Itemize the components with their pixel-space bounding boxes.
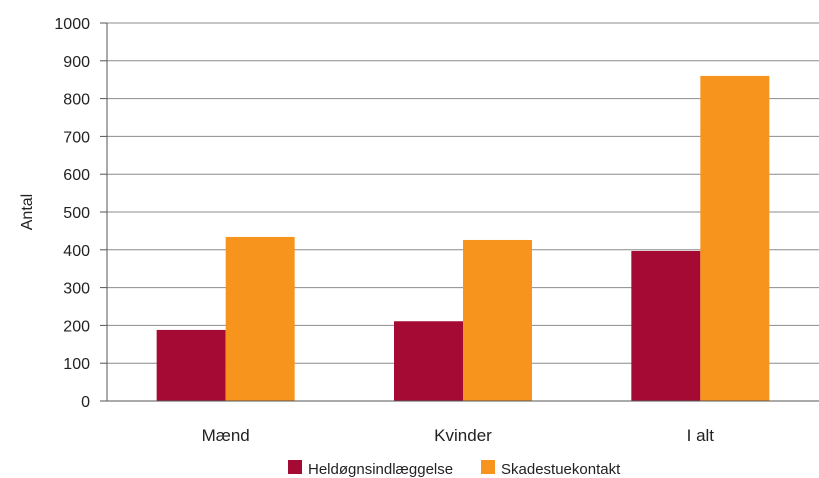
bar-heldoegnsindlaeggelse <box>394 321 463 401</box>
x-category-label: I alt <box>687 426 715 445</box>
y-tick-label: 100 <box>63 356 90 373</box>
y-axis-ticks: 0 100 200 300 400 500 600 700 800 900 1000 <box>54 16 107 411</box>
x-category-label: Kvinder <box>434 426 492 445</box>
y-tick-label: 200 <box>63 318 90 335</box>
y-tick-label: 800 <box>63 92 90 109</box>
legend-swatch <box>481 460 495 474</box>
y-tick-label: 600 <box>63 167 90 184</box>
y-tick-label: 900 <box>63 54 90 71</box>
y-tick-label: 300 <box>63 281 90 298</box>
bar-heldoegnsindlaeggelse <box>631 250 701 401</box>
legend: Heldøgnsindlæggelse Skadestuekontakt <box>288 460 621 478</box>
legend-swatch <box>288 460 302 474</box>
axes <box>106 23 819 402</box>
y-axis-title: Antal <box>19 194 36 230</box>
bar-skadestuekontakt <box>463 239 532 401</box>
legend-label: Skadestuekontakt <box>501 461 621 478</box>
y-tick-label: 1000 <box>54 16 90 33</box>
bar-skadestuekontakt <box>225 236 295 401</box>
bar-skadestuekontakt <box>700 75 770 402</box>
y-tick-label: 400 <box>63 243 90 260</box>
legend-label: Heldøgnsindlæggelse <box>308 461 453 478</box>
x-axis-labels: Mænd Kvinder I alt <box>202 426 715 445</box>
y-tick-label: 500 <box>63 205 90 222</box>
bar-heldoegnsindlaeggelse <box>156 329 226 401</box>
x-category-label: Mænd <box>202 426 250 445</box>
bars <box>156 75 770 402</box>
y-tick-label: 0 <box>81 394 90 411</box>
y-tick-label: 700 <box>63 129 90 146</box>
